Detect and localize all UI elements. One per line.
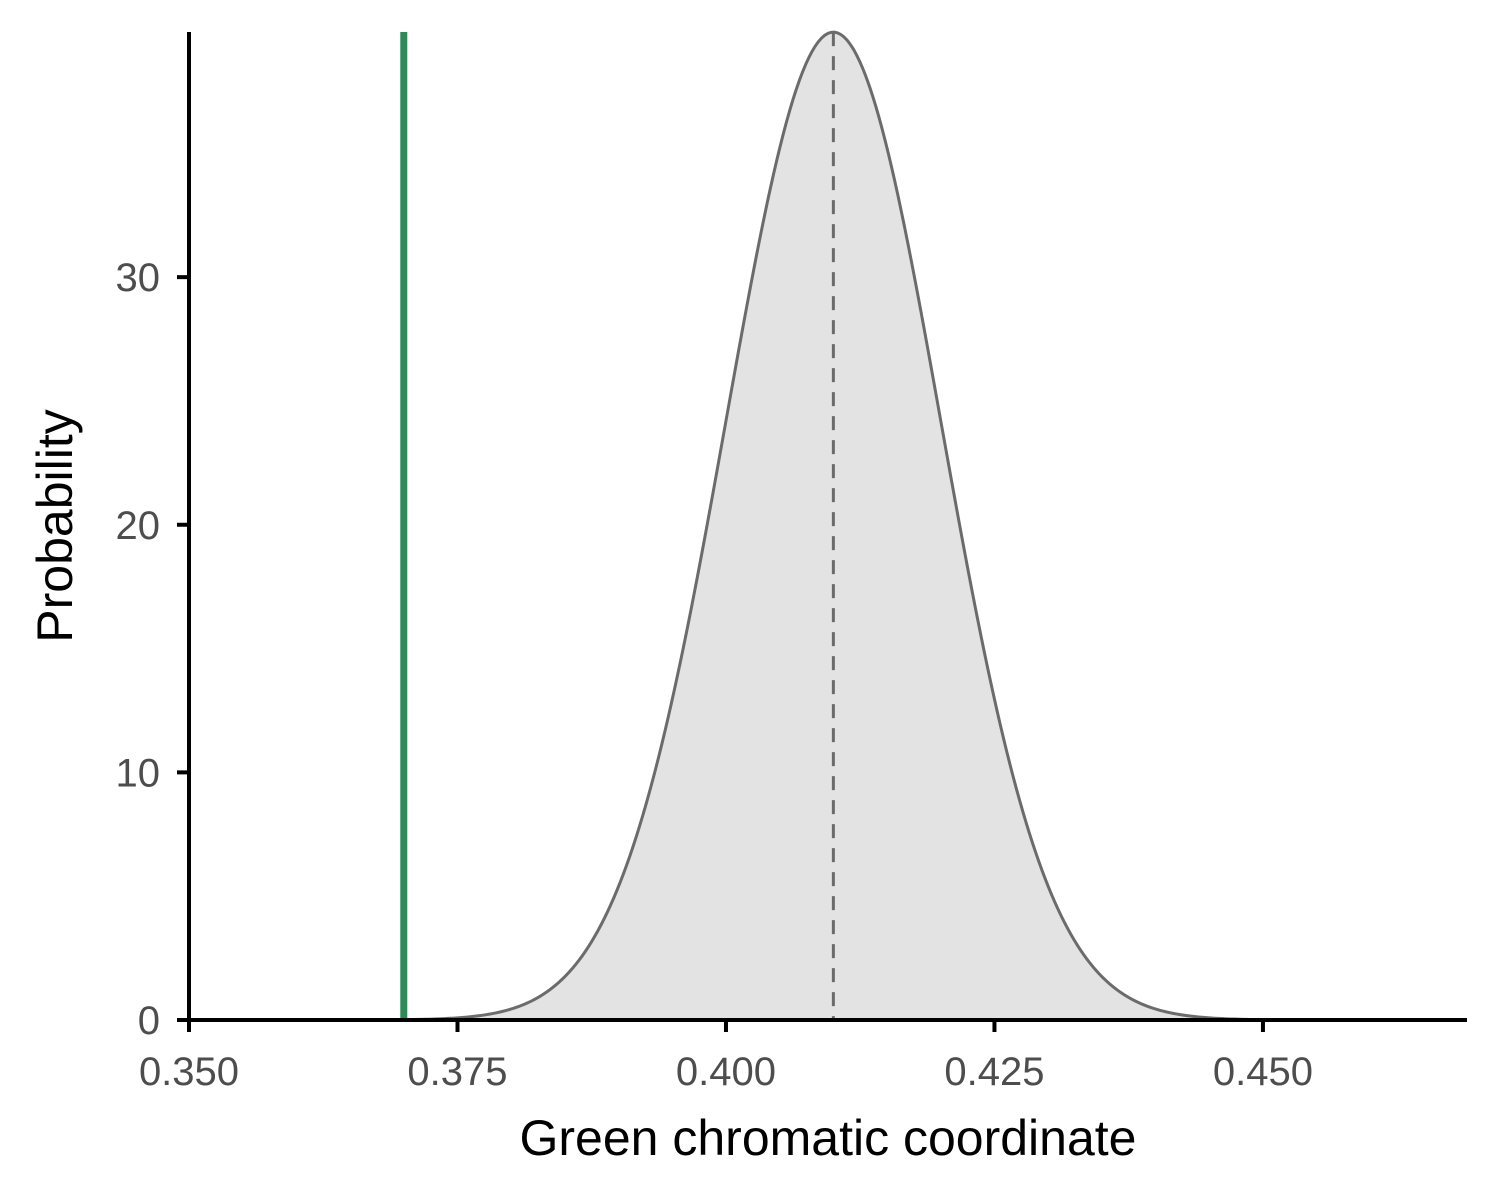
y-tick-label: 20: [116, 504, 161, 548]
y-tick-label: 10: [116, 751, 161, 795]
axes: 0.350 0.375 0.400 0.425 0.450 0 10 20 30: [116, 32, 1467, 1094]
y-tick-label: 30: [116, 256, 161, 300]
x-tick-label: 0.375: [407, 1050, 507, 1094]
x-tick-label: 0.425: [944, 1050, 1044, 1094]
x-tick-label: 0.350: [139, 1050, 239, 1094]
x-axis-title: Green chromatic coordinate: [520, 1110, 1137, 1166]
x-tick-label: 0.400: [676, 1050, 776, 1094]
density-area: [189, 32, 1467, 1020]
plot-area: [189, 30, 1467, 1022]
y-tick-label: 0: [138, 999, 160, 1043]
y-axis-title: Probability: [27, 409, 83, 642]
x-tick-label: 0.450: [1213, 1050, 1313, 1094]
